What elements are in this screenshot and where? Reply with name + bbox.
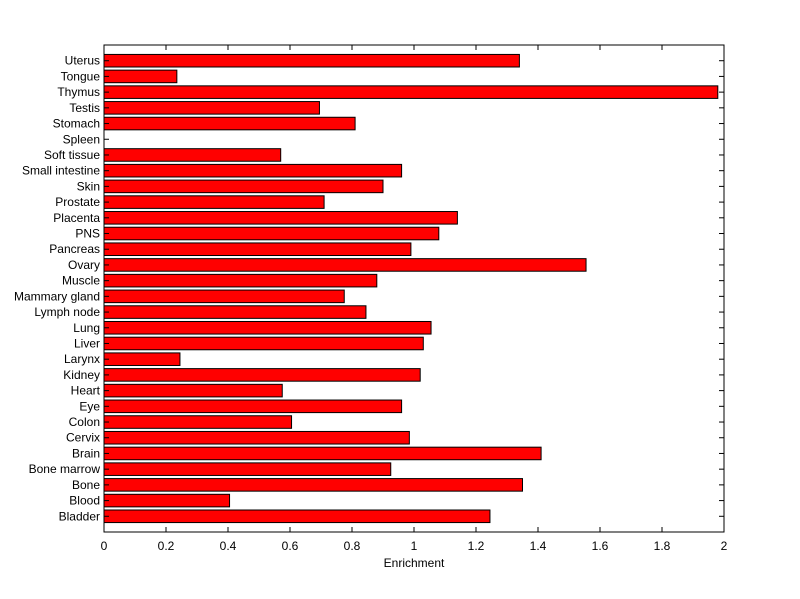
x-tick-label: 1.8 [654, 539, 671, 553]
bar-prostate [103, 195, 325, 209]
bar-bladder [103, 509, 491, 524]
x-axis-label: Enrichment [384, 556, 445, 570]
y-tick-label: Kidney [63, 368, 100, 382]
y-tick-label: Prostate [55, 195, 100, 209]
y-tick-label: Larynx [64, 352, 100, 366]
y-tick-label: Uterus [65, 54, 100, 68]
bar-lymph-node [103, 305, 367, 319]
y-tick-label: Cervix [66, 431, 100, 445]
x-tick-label: 0 [101, 539, 108, 553]
y-tick-label: Blood [69, 494, 100, 508]
y-tick-label: Muscle [62, 274, 100, 288]
bar-pancreas [103, 242, 412, 257]
bar-bone-marrow [103, 462, 392, 476]
bar-stomach [103, 116, 356, 131]
bar-placenta [103, 211, 458, 225]
y-tick-label: Mammary gland [14, 289, 100, 303]
bar-small-intestine [103, 163, 403, 178]
y-tick-label: Heart [71, 384, 101, 398]
bar-kidney [103, 368, 421, 382]
y-tick-label: Stomach [53, 117, 100, 131]
y-tick-label: Tongue [61, 69, 101, 83]
bar-eye [103, 399, 403, 414]
bar-testis [103, 101, 320, 115]
bar-lung [103, 320, 432, 335]
y-tick-label: Soft tissue [44, 148, 100, 162]
x-ticks: 0 0.2 0.4 0.6 0.8 1 1.2 1.4 1.6 1.8 2 [101, 45, 728, 553]
y-tick-label: Pancreas [49, 242, 100, 256]
y-tick-label: PNS [75, 227, 100, 241]
y-tick-label: Bladder [59, 509, 100, 523]
y-tick-label: Liver [74, 336, 100, 350]
bar-cervix [103, 430, 410, 445]
x-tick-label: 0.2 [158, 539, 175, 553]
y-tick-label: Skin [77, 179, 100, 193]
bar-bone [103, 478, 523, 492]
x-tick-label: 1.4 [530, 539, 547, 553]
bar-pns [103, 226, 440, 241]
bar-muscle [103, 273, 378, 288]
x-tick-label: 0.4 [220, 539, 237, 553]
bar-heart [103, 383, 283, 398]
bar-blood [103, 493, 231, 508]
y-tick-label: Thymus [57, 85, 100, 99]
y-tick-label: Bone marrow [29, 462, 101, 476]
x-tick-label: 1.2 [468, 539, 485, 553]
y-tick-label: Bone [72, 478, 100, 492]
bar-larynx [103, 352, 181, 366]
y-tick-label: Eye [79, 399, 100, 413]
x-tick-label: 1.6 [592, 539, 609, 553]
y-tick-label: Small intestine [22, 164, 100, 178]
y-tick-label: Lung [73, 321, 100, 335]
y-tick-label: Colon [69, 415, 100, 429]
y-tick-label: Spleen [63, 132, 100, 146]
x-tick-label: 0.8 [344, 539, 361, 553]
bar-soft-tissue [103, 148, 282, 162]
y-tick-label: Lymph node [34, 305, 100, 319]
bar-brain [103, 446, 542, 461]
bar-thymus [103, 85, 719, 99]
bar-skin [103, 179, 384, 194]
bar-ovary [103, 258, 587, 272]
bar-uterus [103, 53, 520, 68]
y-tick-label: Placenta [53, 211, 100, 225]
bar-liver [103, 336, 424, 351]
x-tick-label: 1 [411, 539, 418, 553]
bar-tongue [103, 69, 178, 84]
y-tick-label: Testis [69, 101, 100, 115]
plot-frame [103, 44, 725, 533]
x-tick-label: 2 [721, 539, 728, 553]
x-tick-label: 0.6 [282, 539, 299, 553]
y-tick-label: Brain [72, 446, 100, 460]
bar-mammary-gland [103, 289, 345, 304]
bar-colon [103, 415, 293, 429]
y-tick-label: Ovary [68, 258, 100, 272]
